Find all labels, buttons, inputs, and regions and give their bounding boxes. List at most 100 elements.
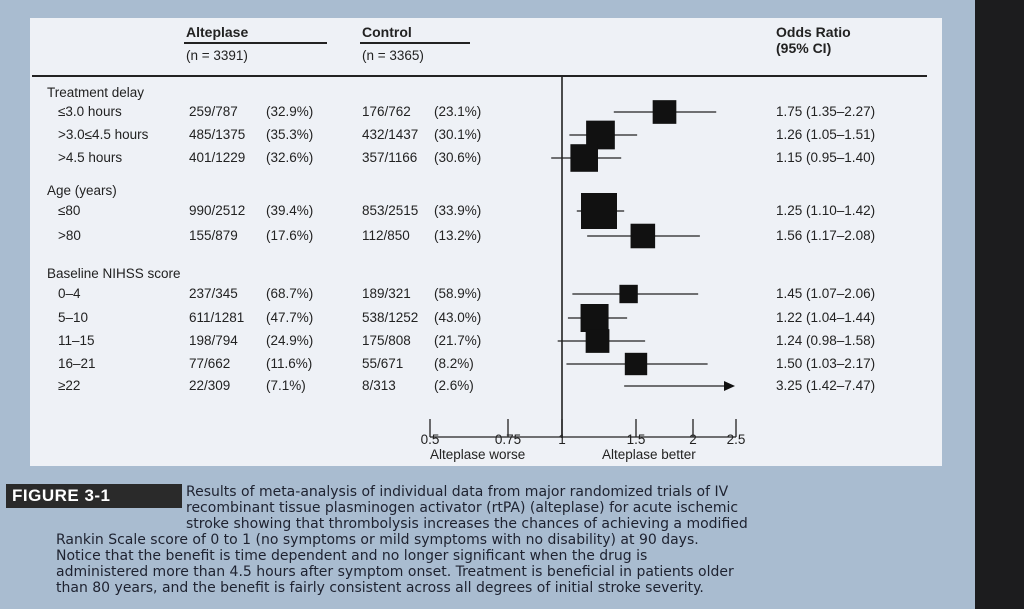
forest-plot: 0.5 0.75 1 1.5 2 2.5 bbox=[421, 76, 746, 447]
control-count: 8/313 bbox=[362, 378, 396, 393]
control-percent: (2.6%) bbox=[434, 378, 474, 393]
alteplase-percent: (68.7%) bbox=[266, 286, 314, 301]
control-count: 432/1437 bbox=[362, 127, 419, 142]
figure-label: FIGURE 3-1 bbox=[6, 484, 182, 508]
control-percent: (8.2%) bbox=[434, 356, 474, 371]
control-percent: (58.9%) bbox=[434, 286, 482, 301]
caption-line-3: stroke showing that thrombolysis increas… bbox=[186, 516, 748, 532]
alteplase-percent: (11.6%) bbox=[266, 356, 313, 371]
alteplase-percent: (39.4%) bbox=[266, 203, 314, 218]
effect-marker bbox=[619, 284, 638, 304]
control-percent: (30.1%) bbox=[434, 127, 482, 142]
x-tick-label: 1.5 bbox=[627, 432, 646, 447]
row-label: ≤80 bbox=[58, 203, 81, 218]
alteplase-count: 237/345 bbox=[189, 286, 238, 301]
control-count: 176/762 bbox=[362, 104, 411, 119]
effect-marker bbox=[585, 329, 610, 353]
effect-marker bbox=[580, 304, 609, 332]
alteplase-n: (n = 3391) bbox=[186, 48, 248, 63]
ci-arrow bbox=[724, 381, 735, 391]
caption-line-4: Rankin Scale score of 0 to 1 (no symptom… bbox=[56, 532, 699, 548]
row-label: >80 bbox=[58, 228, 81, 243]
row-label: 11–15 bbox=[58, 333, 95, 348]
alteplase-count: 259/787 bbox=[189, 104, 238, 119]
alteplase-count: 22/309 bbox=[189, 378, 231, 393]
figure-panel bbox=[30, 18, 942, 466]
alteplase-percent: (7.1%) bbox=[266, 378, 306, 393]
control-count: 112/850 bbox=[362, 228, 410, 243]
row-label: 5–10 bbox=[58, 310, 89, 325]
odds-ratio-value: 3.25 (1.42–7.47) bbox=[776, 378, 876, 393]
effect-marker bbox=[570, 144, 598, 172]
control-percent: (23.1%) bbox=[434, 104, 482, 119]
x-tick-label: 0.5 bbox=[421, 432, 440, 447]
odds-ratio-value: 1.15 (0.95–1.40) bbox=[776, 150, 876, 165]
odds-ratio-value: 1.50 (1.03–2.17) bbox=[776, 356, 876, 371]
x-tick-label: 2.5 bbox=[727, 432, 746, 447]
control-percent: (33.9%) bbox=[434, 203, 482, 218]
x-tick-label: 0.75 bbox=[495, 432, 521, 447]
caption-line-7: than 80 years, and the benefit is fairly… bbox=[56, 580, 704, 596]
effect-marker bbox=[581, 193, 617, 229]
control-count: 357/1166 bbox=[362, 150, 418, 165]
book-page: Alteplase (n = 3391) Control (n = 3365) … bbox=[0, 0, 975, 609]
effect-marker bbox=[652, 100, 677, 124]
axis-label-better: Alteplase better bbox=[602, 447, 696, 462]
effect-marker bbox=[624, 352, 648, 376]
alteplase-count: 77/662 bbox=[189, 356, 231, 371]
control-n: (n = 3365) bbox=[362, 48, 424, 63]
caption-line-5: Notice that the benefit is time dependen… bbox=[56, 548, 648, 564]
odds-ratio-value: 1.75 (1.35–2.27) bbox=[776, 104, 876, 119]
caption-line-2: recombinant tissue plasminogen activator… bbox=[186, 500, 739, 516]
alteplase-count: 990/2512 bbox=[189, 203, 246, 218]
odds-ratio-header: Odds Ratio bbox=[776, 24, 851, 40]
book-edge bbox=[975, 0, 1024, 609]
row-label: 0–4 bbox=[58, 286, 81, 301]
odds-ratio-value: 1.26 (1.05–1.51) bbox=[776, 127, 876, 142]
odds-ratio-value: 1.24 (0.98–1.58) bbox=[776, 333, 876, 348]
alteplase-percent: (35.3%) bbox=[266, 127, 314, 142]
x-tick-label: 2 bbox=[689, 432, 697, 447]
group-heading-age: Age (years) bbox=[47, 183, 117, 198]
alteplase-header-rule bbox=[184, 42, 327, 44]
caption-line-1: Results of meta-analysis of individual d… bbox=[186, 484, 729, 500]
alteplase-percent: (47.7%) bbox=[266, 310, 314, 325]
control-header: Control bbox=[362, 24, 412, 40]
control-count: 175/808 bbox=[362, 333, 411, 348]
control-count: 853/2515 bbox=[362, 203, 419, 218]
alteplase-count: 198/794 bbox=[189, 333, 238, 348]
row-label: >3.0≤4.5 hours bbox=[58, 127, 149, 142]
caption-line-6: administered more than 4.5 hours after s… bbox=[56, 564, 734, 580]
odds-ratio-value: 1.25 (1.10–1.42) bbox=[776, 203, 876, 218]
alteplase-count: 401/1229 bbox=[189, 150, 246, 165]
row-label: 16–21 bbox=[58, 356, 96, 371]
control-count: 538/1252 bbox=[362, 310, 419, 325]
control-percent: (30.6%) bbox=[434, 150, 482, 165]
control-count: 189/321 bbox=[362, 286, 411, 301]
alteplase-percent: (32.6%) bbox=[266, 150, 314, 165]
axis-label-worse: Alteplase worse bbox=[430, 447, 526, 462]
odds-ratio-value: 1.56 (1.17–2.08) bbox=[776, 228, 876, 243]
alteplase-count: 155/879 bbox=[189, 228, 238, 243]
control-percent: (43.0%) bbox=[434, 310, 482, 325]
control-count: 55/671 bbox=[362, 356, 404, 371]
effect-marker bbox=[630, 223, 656, 249]
alteplase-header: Alteplase bbox=[186, 24, 249, 40]
table-header-rule bbox=[32, 75, 927, 77]
control-header-rule bbox=[360, 42, 470, 44]
alteplase-percent: (32.9%) bbox=[266, 104, 314, 119]
group-heading-treatment-delay: Treatment delay bbox=[47, 85, 145, 100]
row-label: ≥22 bbox=[58, 378, 81, 393]
alteplase-percent: (17.6%) bbox=[266, 228, 314, 243]
x-tick-label: 1 bbox=[558, 432, 566, 447]
odds-ratio-value: 1.45 (1.07–2.06) bbox=[776, 286, 876, 301]
row-label: >4.5 hours bbox=[58, 150, 123, 165]
control-percent: (13.2%) bbox=[434, 228, 482, 243]
control-percent: (21.7%) bbox=[434, 333, 482, 348]
ci-header: (95% CI) bbox=[776, 40, 832, 56]
odds-ratio-value: 1.22 (1.04–1.44) bbox=[776, 310, 876, 325]
alteplase-percent: (24.9%) bbox=[266, 333, 314, 348]
alteplase-count: 485/1375 bbox=[189, 127, 246, 142]
alteplase-count: 611/1281 bbox=[189, 310, 245, 325]
group-heading-nihss: Baseline NIHSS score bbox=[47, 266, 181, 281]
